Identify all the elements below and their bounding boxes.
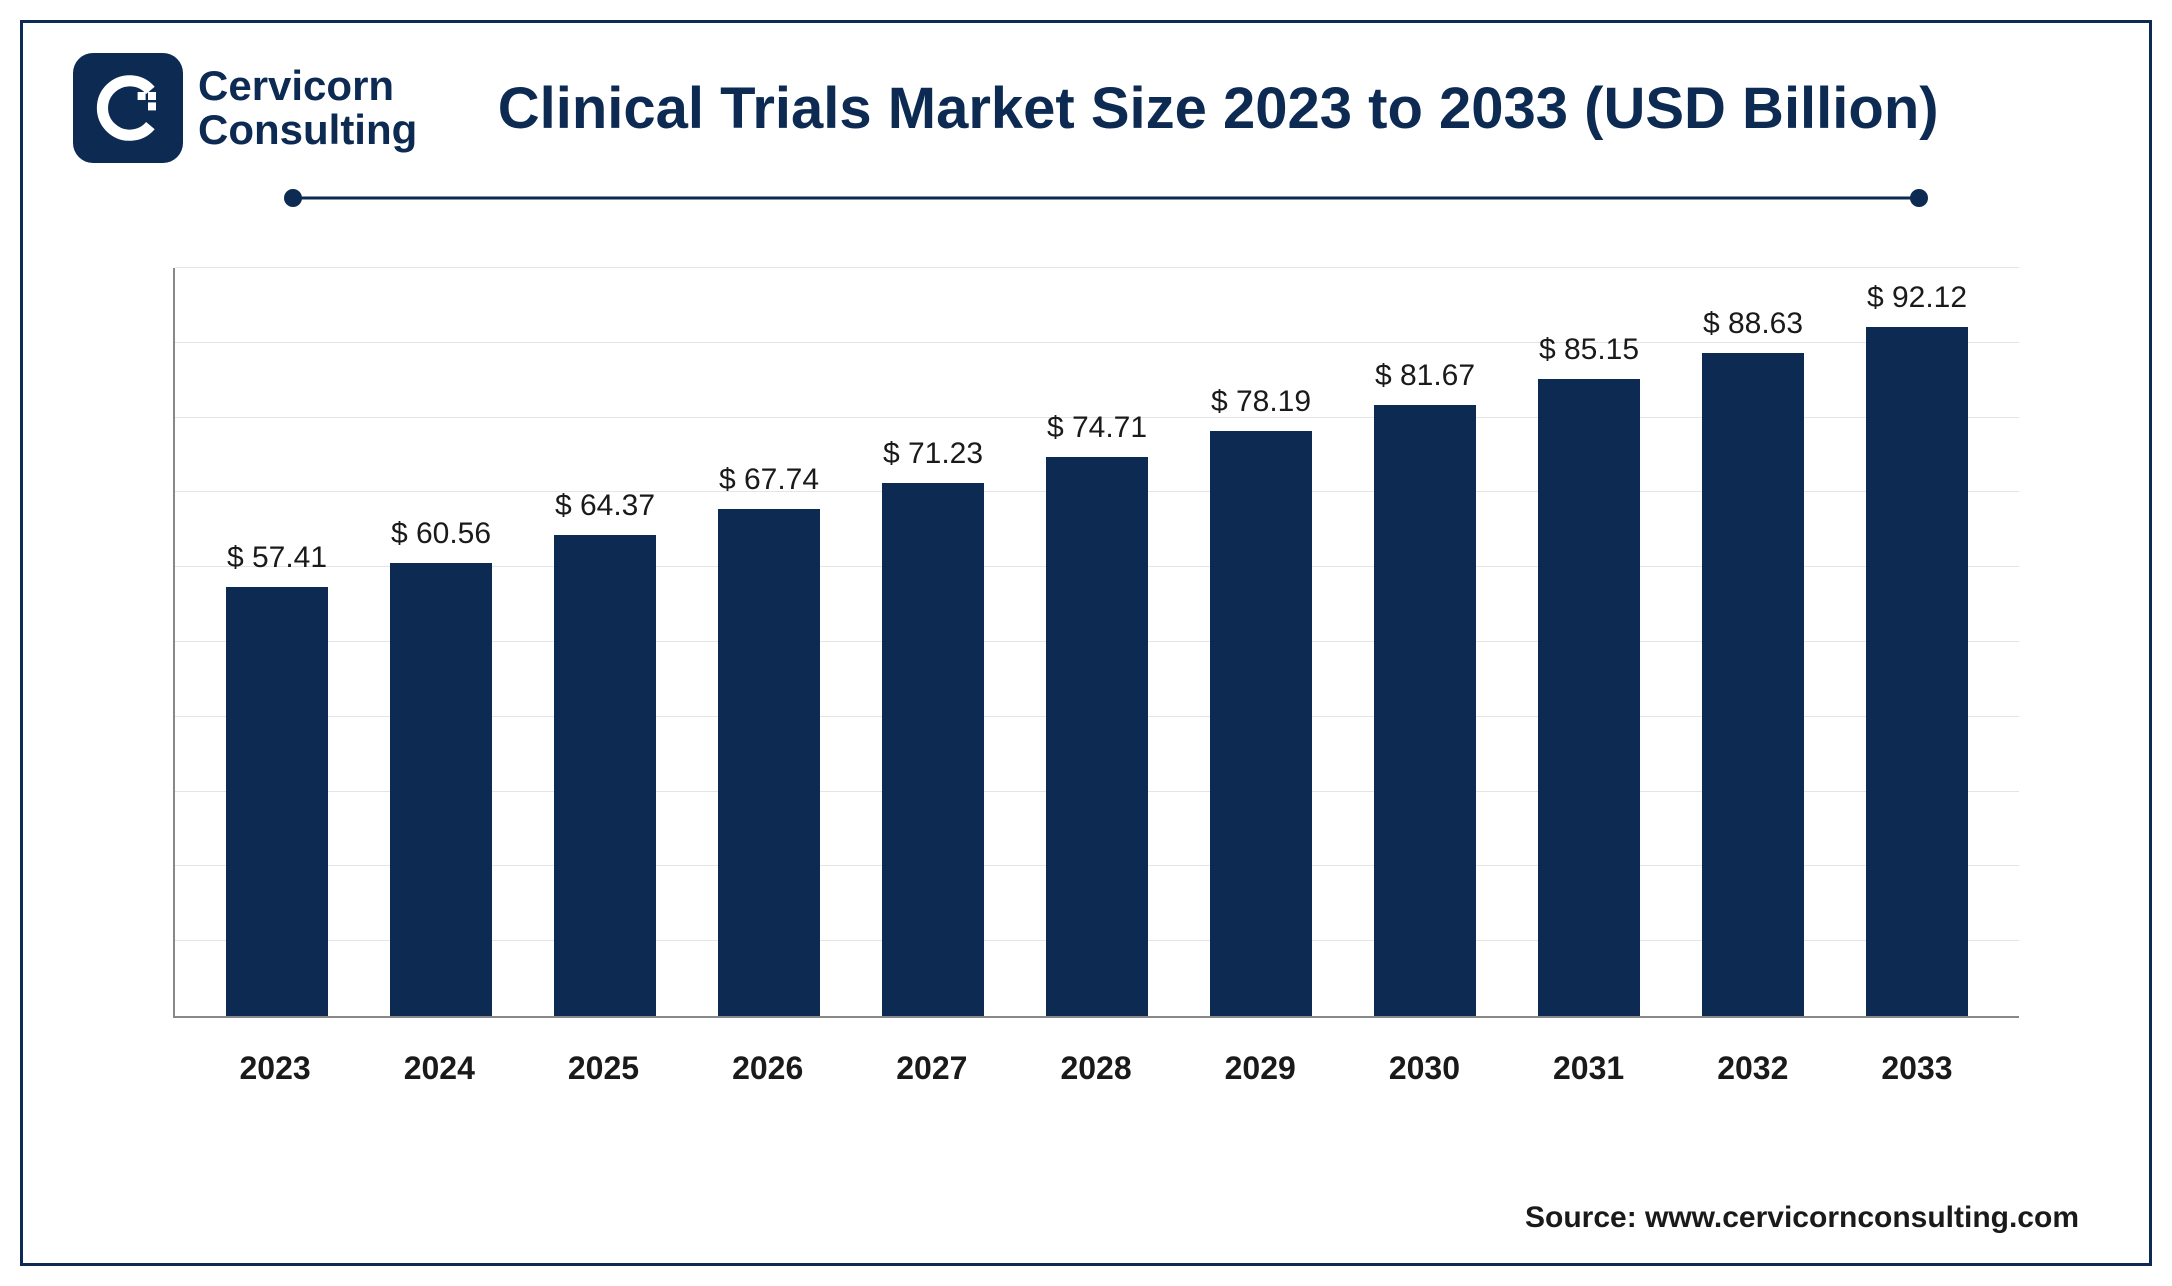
bar-value-label: $ 92.12 [1867, 281, 1967, 315]
bar-slot: $ 78.19 [1179, 268, 1343, 1016]
bar-rect [718, 509, 820, 1016]
x-axis-label: 2029 [1178, 1028, 1342, 1098]
bar-slot: $ 81.67 [1343, 268, 1507, 1016]
bar-value-label: $ 64.37 [555, 489, 655, 523]
bar-rect [1538, 379, 1640, 1016]
brand-name: Cervicorn Consulting [198, 64, 417, 152]
bar-rect [226, 587, 328, 1016]
divider-line [293, 197, 1919, 200]
brand-name-line2: Consulting [198, 108, 417, 152]
chart-area: $ 57.41 $ 60.56 $ 64.37 $ 67.74 $ 71.23 $ 74.… [133, 268, 2039, 1098]
x-axis-label: 2025 [521, 1028, 685, 1098]
x-axis-label: 2031 [1507, 1028, 1671, 1098]
bar-rect [882, 483, 984, 1016]
x-axis-label: 2024 [357, 1028, 521, 1098]
logo-mark-icon [73, 53, 183, 163]
x-axis-label: 2028 [1014, 1028, 1178, 1098]
bar-value-label: $ 88.63 [1703, 307, 1803, 341]
brand-logo: Cervicorn Consulting [73, 53, 417, 163]
title-divider [293, 188, 1919, 208]
bar-value-label: $ 74.71 [1047, 411, 1147, 445]
bar-slot: $ 64.37 [523, 268, 687, 1016]
bar-slot: $ 67.74 [687, 268, 851, 1016]
x-axis-labels: 2023202420252026202720282029203020312032… [173, 1028, 2019, 1098]
x-axis-label: 2023 [193, 1028, 357, 1098]
bar-rect [1866, 327, 1968, 1016]
bar-rect [390, 563, 492, 1016]
bar-slot: $ 85.15 [1507, 268, 1671, 1016]
x-axis-label: 2030 [1342, 1028, 1506, 1098]
plot-area: $ 57.41 $ 60.56 $ 64.37 $ 67.74 $ 71.23 $ 74.… [173, 268, 2019, 1018]
bar-slot: $ 60.56 [359, 268, 523, 1016]
bar-value-label: $ 85.15 [1539, 333, 1639, 367]
bar-value-label: $ 60.56 [391, 517, 491, 551]
bar-slot: $ 92.12 [1835, 268, 1999, 1016]
bar-value-label: $ 67.74 [719, 463, 819, 497]
brand-name-line1: Cervicorn [198, 64, 417, 108]
bar-slot: $ 57.41 [195, 268, 359, 1016]
bar-value-label: $ 81.67 [1375, 359, 1475, 393]
bar-value-label: $ 78.19 [1211, 385, 1311, 419]
x-axis-label: 2033 [1835, 1028, 1999, 1098]
x-axis-label: 2026 [686, 1028, 850, 1098]
bar-rect [1702, 353, 1804, 1016]
bar-slot: $ 88.63 [1671, 268, 1835, 1016]
bar-slot: $ 71.23 [851, 268, 1015, 1016]
chart-frame: Cervicorn Consulting Clinical Trials Mar… [20, 20, 2152, 1266]
bar-rect [1210, 431, 1312, 1016]
header: Cervicorn Consulting Clinical Trials Mar… [73, 53, 2099, 163]
x-axis-label: 2027 [850, 1028, 1014, 1098]
divider-dot-left-icon [284, 189, 302, 207]
source-attribution: Source: www.cervicornconsulting.com [1525, 1201, 2079, 1235]
bar-value-label: $ 71.23 [883, 437, 983, 471]
bar-rect [554, 535, 656, 1016]
bar-value-label: $ 57.41 [227, 541, 327, 575]
chart-title: Clinical Trials Market Size 2023 to 2033… [457, 75, 2099, 142]
bar-rect [1046, 457, 1148, 1016]
bar-slot: $ 74.71 [1015, 268, 1179, 1016]
divider-dot-right-icon [1910, 189, 1928, 207]
bars-container: $ 57.41 $ 60.56 $ 64.37 $ 67.74 $ 71.23 $ 74.… [175, 268, 2019, 1016]
x-axis-label: 2032 [1671, 1028, 1835, 1098]
bar-rect [1374, 405, 1476, 1016]
